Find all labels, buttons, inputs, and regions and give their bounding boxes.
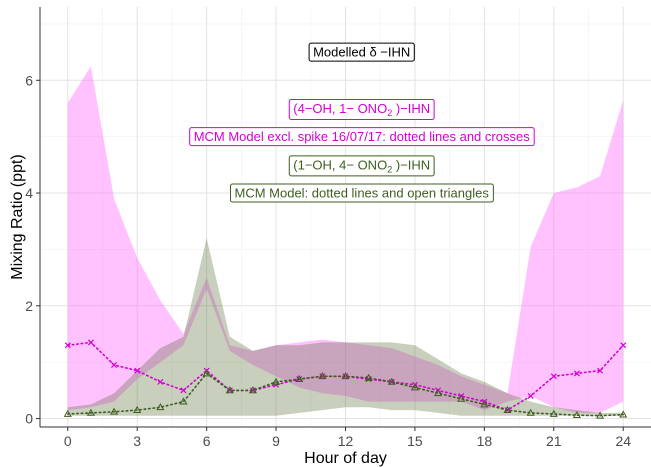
annotation-text: (1−OH, 4− ONO2 )−IHN (293, 157, 430, 174)
x-tick-label: 9 (272, 433, 280, 449)
annotation-label-2: (4−OH, 1− ONO2 )−IHN (289, 99, 434, 119)
y-tick-label: 4 (25, 185, 33, 201)
x-tick-label: 21 (546, 433, 562, 449)
annotation-label-4: (1−OH, 4− ONO2 )−IHN (289, 156, 434, 176)
x-tick-label: 24 (615, 433, 631, 449)
x-tick-label: 15 (407, 433, 423, 449)
annotation-label-5: MCM Model: dotted lines and open triangl… (231, 184, 494, 202)
annotation-text: (4−OH, 1− ONO2 )−IHN (293, 101, 430, 118)
y-tick-label: 2 (25, 298, 33, 314)
y-tick-label: 0 (25, 411, 33, 427)
annotation-text: Modelled δ −IHN (313, 45, 410, 60)
x-tick-label: 3 (133, 433, 141, 449)
x-tick-label: 0 (64, 433, 72, 449)
x-tick-label: 12 (338, 433, 354, 449)
x-axis-title: Hour of day (304, 450, 387, 467)
annotation-label-3: MCM Model excl. spike 16/07/17: dotted l… (190, 128, 535, 146)
x-tick-label: 18 (477, 433, 493, 449)
annotation-text: MCM Model: dotted lines and open triangl… (235, 186, 490, 201)
y-axis-title: Mixing Ratio (ppt) (9, 154, 26, 279)
x-tick-label: 6 (203, 433, 211, 449)
annotation-text: MCM Model excl. spike 16/07/17: dotted l… (194, 129, 531, 144)
annotation-label-1: Modelled δ −IHN (309, 43, 414, 61)
y-tick-label: 6 (25, 72, 33, 88)
